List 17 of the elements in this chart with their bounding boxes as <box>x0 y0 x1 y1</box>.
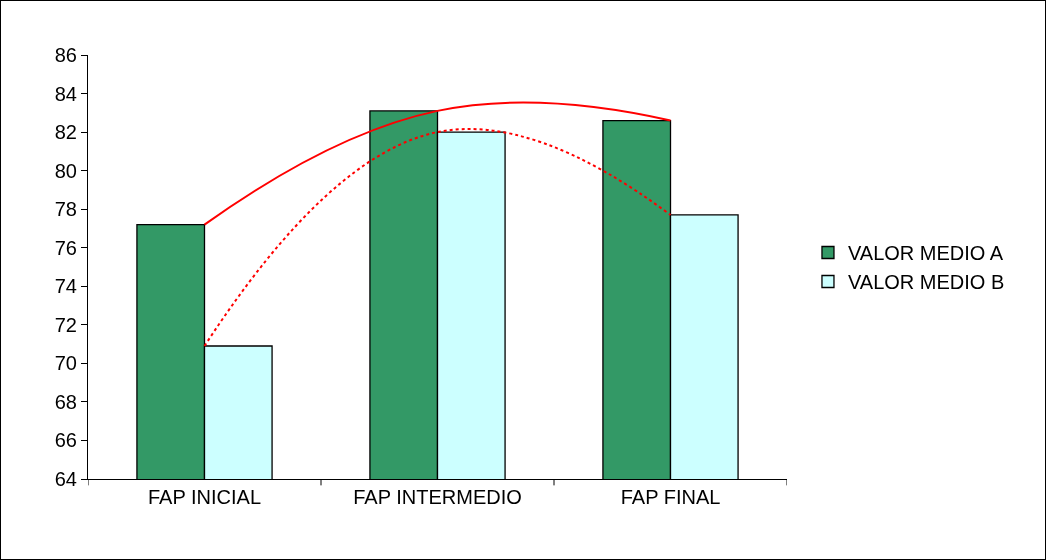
legend-label: VALOR MEDIO A <box>847 242 1004 265</box>
x-tick-label: FAP FINAL <box>620 486 721 508</box>
y-tick-label: 72 <box>54 313 77 336</box>
y-tick-label: 84 <box>54 82 77 105</box>
y-tick-label: 68 <box>54 390 77 413</box>
y-tick-label: 76 <box>54 236 77 259</box>
y-tick-label: 78 <box>54 198 77 221</box>
y-tick-label: 64 <box>54 468 77 490</box>
x-tick-label: FAP INTERMEDIO <box>353 486 522 508</box>
y-tick-label: 74 <box>54 275 77 298</box>
y-tick-label: 80 <box>54 159 77 182</box>
y-tick-label: 70 <box>54 352 77 375</box>
y-tick-label: 66 <box>54 429 77 452</box>
y-tick-label: 86 <box>54 44 77 66</box>
x-tick-label: FAP INICIAL <box>147 486 262 508</box>
y-tick-label: 82 <box>54 121 77 144</box>
legend-label: VALOR MEDIO B <box>847 271 1005 294</box>
